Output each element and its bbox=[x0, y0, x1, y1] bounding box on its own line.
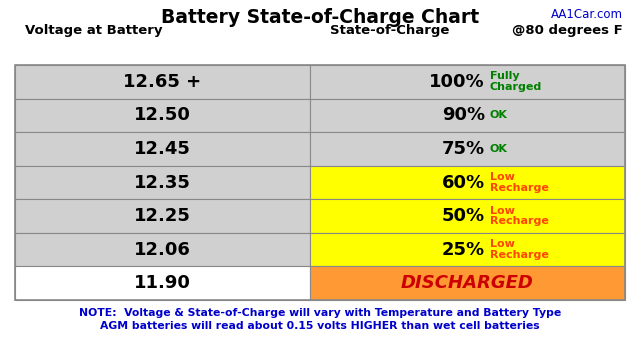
Text: 12.50: 12.50 bbox=[134, 106, 191, 124]
Text: 12.25: 12.25 bbox=[134, 207, 191, 225]
Text: 100%: 100% bbox=[429, 73, 485, 91]
Bar bbox=[15, 266, 310, 300]
Text: Low
Recharge: Low Recharge bbox=[490, 172, 549, 193]
Bar bbox=[15, 65, 625, 300]
Bar bbox=[310, 65, 625, 99]
Text: 12.45: 12.45 bbox=[134, 140, 191, 158]
Text: AGM batteries will read about 0.15 volts HIGHER than wet cell batteries: AGM batteries will read about 0.15 volts… bbox=[100, 321, 540, 331]
Text: NOTE:  Voltage & State-of-Charge will vary with Temperature and Battery Type: NOTE: Voltage & State-of-Charge will var… bbox=[79, 308, 561, 318]
Bar bbox=[15, 99, 310, 132]
Bar bbox=[310, 132, 625, 166]
Text: Low
Recharge: Low Recharge bbox=[490, 239, 549, 260]
Bar bbox=[310, 99, 625, 132]
Bar bbox=[15, 233, 310, 266]
Text: 90%: 90% bbox=[442, 106, 485, 124]
Text: 50%: 50% bbox=[442, 207, 485, 225]
Bar bbox=[310, 233, 625, 266]
Bar bbox=[15, 132, 310, 166]
Text: Voltage at Battery: Voltage at Battery bbox=[25, 24, 163, 37]
Bar bbox=[15, 166, 310, 199]
Text: 12.06: 12.06 bbox=[134, 240, 191, 258]
Text: AA1Car.com: AA1Car.com bbox=[551, 8, 623, 21]
Text: 12.35: 12.35 bbox=[134, 174, 191, 192]
Bar bbox=[310, 199, 625, 233]
Text: Fully
Charged: Fully Charged bbox=[490, 71, 542, 92]
Text: OK: OK bbox=[490, 111, 508, 120]
Bar bbox=[15, 65, 310, 99]
Text: OK: OK bbox=[490, 144, 508, 154]
Text: 60%: 60% bbox=[442, 174, 485, 192]
Text: 12.65 +: 12.65 + bbox=[124, 73, 202, 91]
Text: Low
Recharge: Low Recharge bbox=[490, 206, 549, 226]
Text: 25%: 25% bbox=[442, 240, 485, 258]
Text: State-of-Charge: State-of-Charge bbox=[330, 24, 449, 37]
Text: 75%: 75% bbox=[442, 140, 485, 158]
Bar bbox=[310, 266, 625, 300]
Text: 11.90: 11.90 bbox=[134, 274, 191, 292]
Text: DISCHARGED: DISCHARGED bbox=[401, 274, 534, 292]
Bar bbox=[310, 166, 625, 199]
Bar bbox=[15, 199, 310, 233]
Text: @80 degrees F: @80 degrees F bbox=[512, 24, 623, 37]
Text: Battery State-of-Charge Chart: Battery State-of-Charge Chart bbox=[161, 8, 479, 27]
